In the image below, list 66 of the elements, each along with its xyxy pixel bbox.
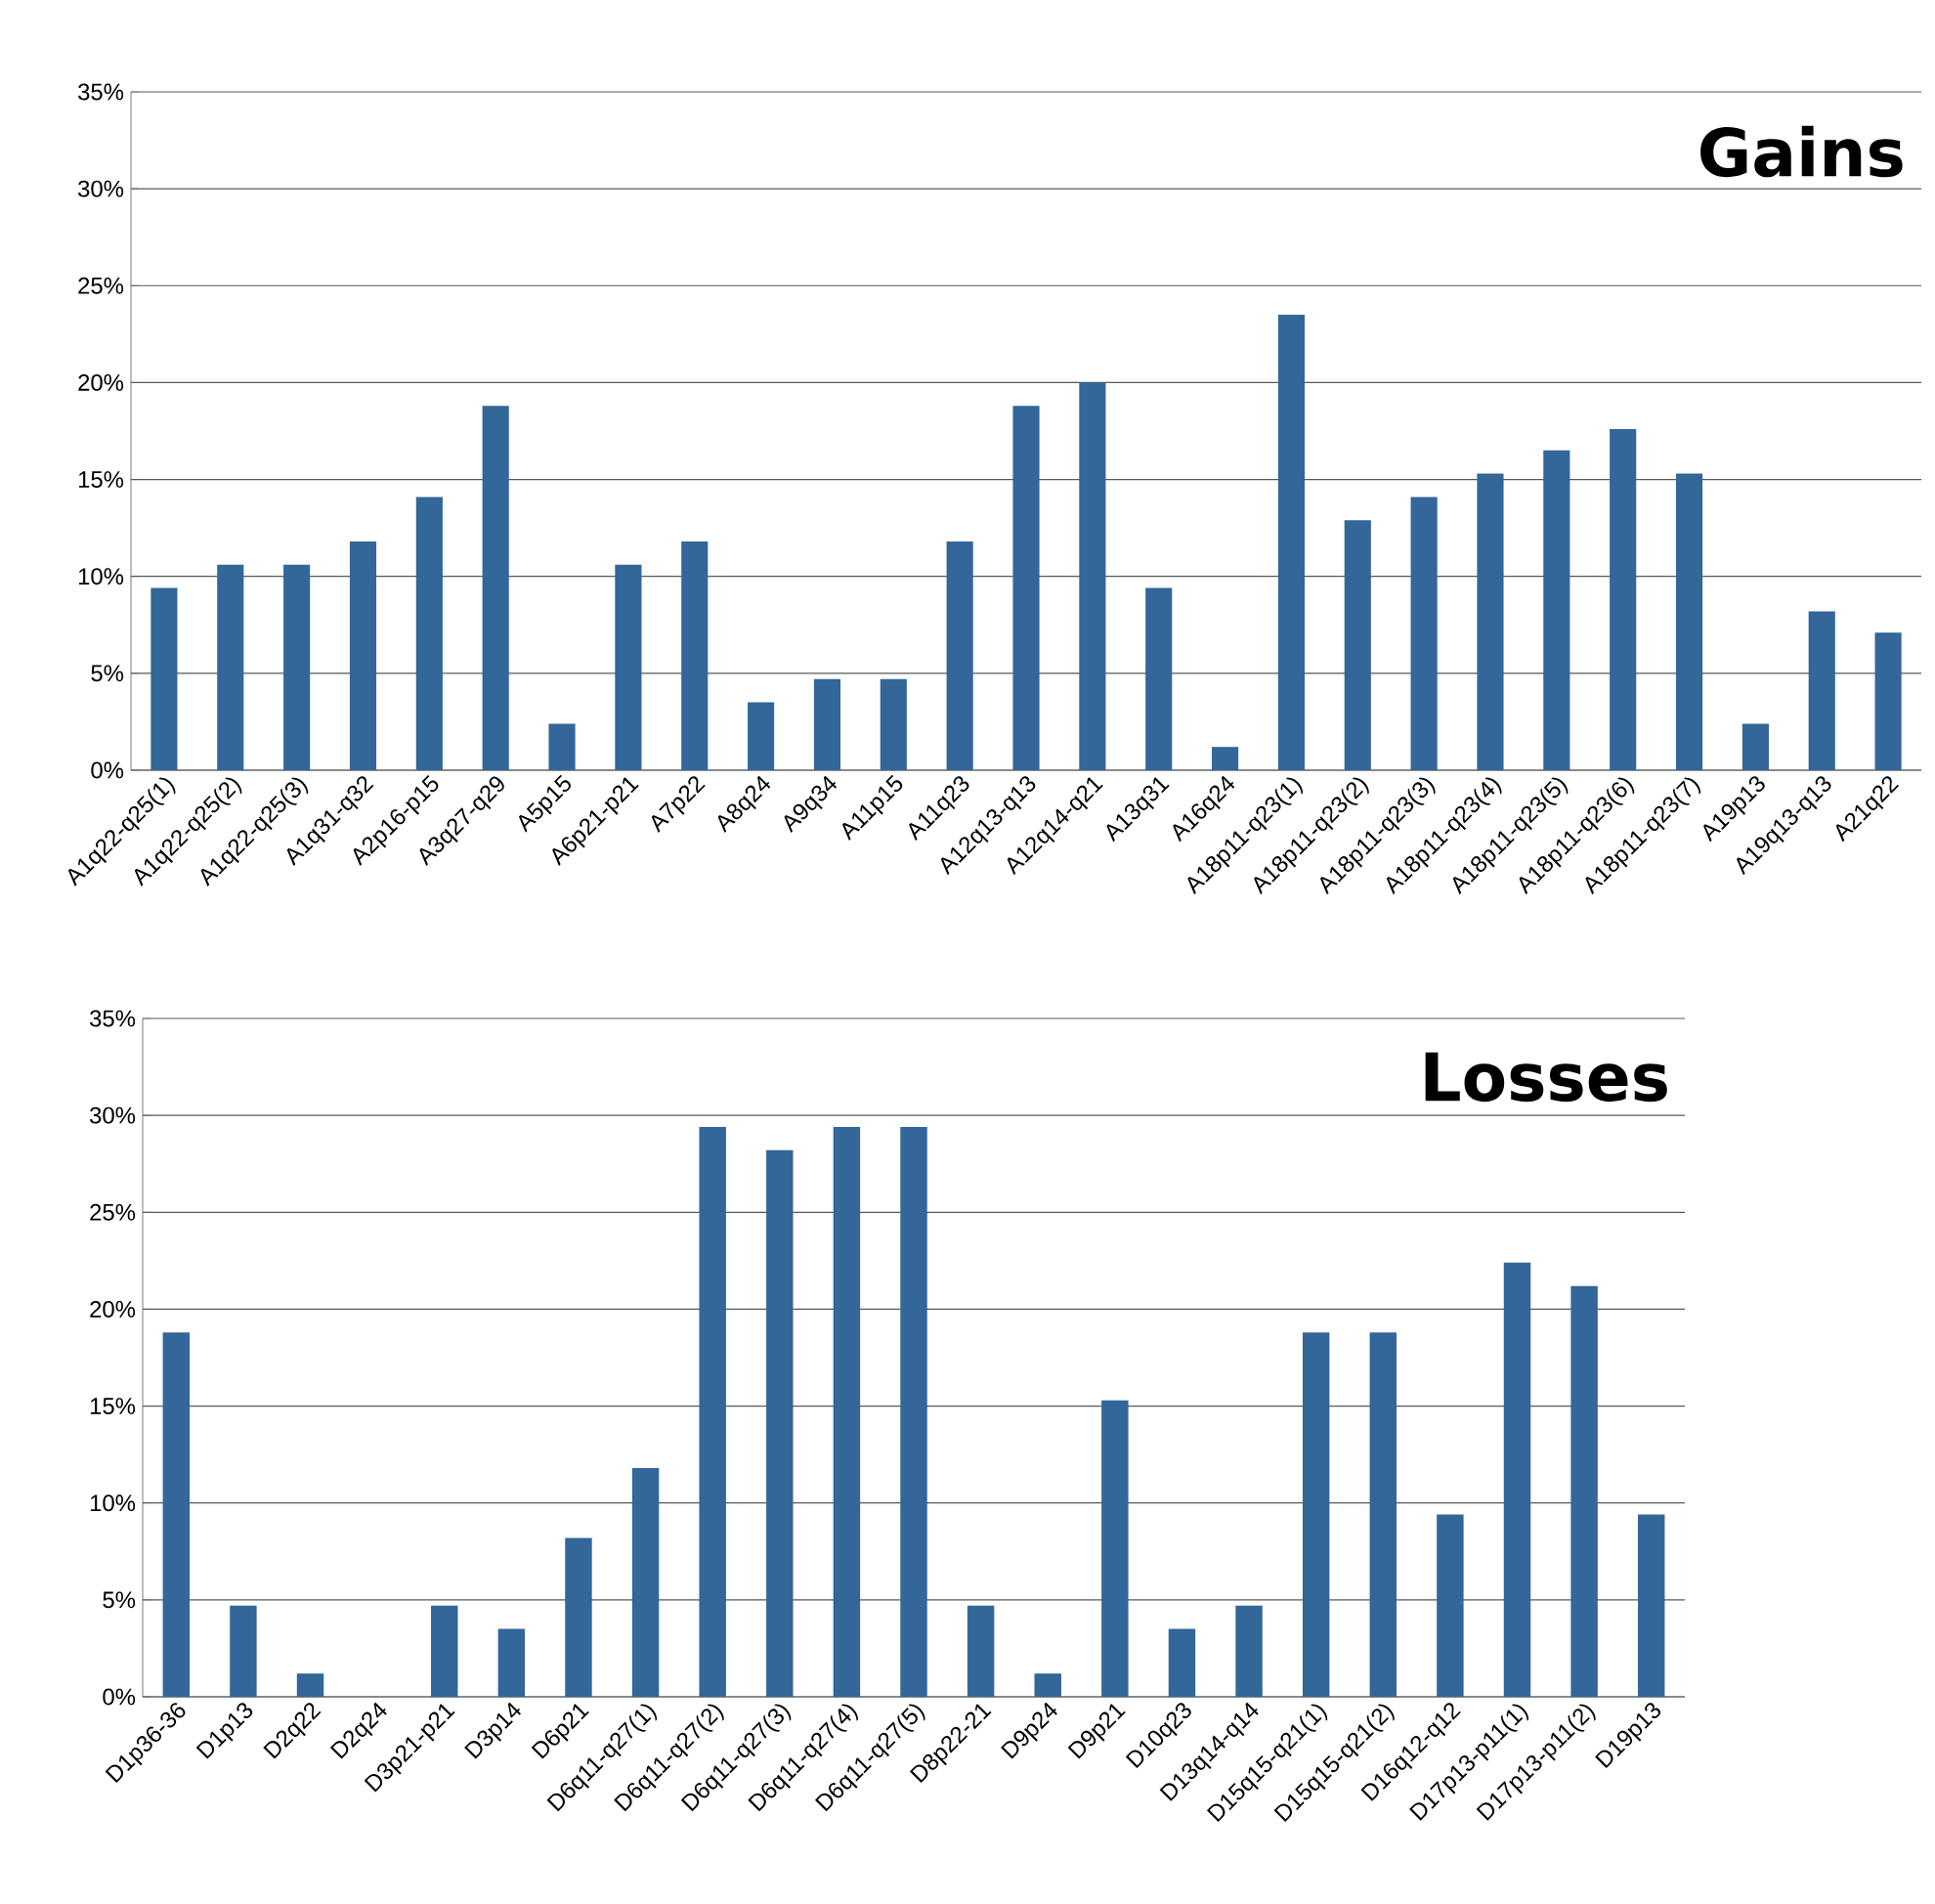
y-tick-label: 20% (90, 1300, 136, 1318)
y-tick-label: 20% (78, 373, 124, 391)
bar (283, 564, 311, 770)
bar (230, 1605, 257, 1697)
bar (1079, 382, 1106, 770)
bar (497, 1628, 526, 1697)
bar (565, 1537, 592, 1697)
bar (162, 1332, 191, 1697)
bar (1168, 1628, 1196, 1697)
bar (1369, 1332, 1397, 1697)
bar (615, 564, 642, 770)
bar (1277, 315, 1305, 770)
bar (1543, 450, 1570, 770)
y-tick-label: 10% (78, 568, 124, 585)
bar (1808, 611, 1835, 770)
bar (296, 1673, 324, 1697)
bar (967, 1605, 995, 1697)
bar (880, 678, 907, 770)
chart-title: Losses (1425, 1052, 1667, 1103)
y-tick-label: 35% (78, 83, 124, 101)
y-tick-label: 25% (78, 277, 124, 294)
bar (1503, 1262, 1531, 1697)
bar (900, 1127, 927, 1697)
bar (548, 723, 576, 770)
bar (1477, 473, 1504, 770)
bar (217, 564, 244, 770)
bar (1610, 429, 1637, 770)
bar (1410, 497, 1438, 770)
bar (150, 587, 178, 770)
bar (1637, 1514, 1665, 1697)
bar (1742, 723, 1769, 770)
bar (1145, 587, 1173, 770)
bar (1437, 1514, 1464, 1697)
bar (1302, 1332, 1330, 1697)
bar (631, 1468, 660, 1697)
y-tick-label: 5% (103, 1591, 136, 1609)
bar (415, 497, 443, 770)
bar (681, 541, 709, 770)
bar (1874, 632, 1902, 770)
bar (1570, 1285, 1598, 1697)
y-tick-label: 30% (90, 1106, 136, 1124)
bar (1101, 1400, 1129, 1697)
bar (431, 1605, 458, 1697)
bar (748, 702, 775, 770)
bar (1675, 473, 1703, 770)
y-tick-label: 30% (78, 180, 124, 197)
y-tick-label: 0% (91, 761, 124, 779)
y-tick-label: 10% (90, 1494, 136, 1512)
y-tick-label: 5% (91, 665, 124, 682)
bar (833, 1127, 861, 1697)
bar (1034, 1673, 1061, 1697)
bar (766, 1149, 794, 1697)
bar (1211, 747, 1239, 770)
bar (349, 541, 377, 770)
bar (1012, 406, 1040, 770)
bar (813, 678, 841, 770)
y-tick-label: 15% (78, 471, 124, 488)
bar (1344, 520, 1371, 770)
bar (482, 406, 509, 770)
y-tick-label: 25% (90, 1203, 136, 1221)
bar (699, 1127, 726, 1697)
y-tick-label: 35% (90, 1010, 136, 1027)
bar (946, 541, 973, 770)
bar (1235, 1605, 1263, 1697)
y-tick-label: 15% (90, 1398, 136, 1414)
chart-title: Gains (1700, 125, 1903, 178)
